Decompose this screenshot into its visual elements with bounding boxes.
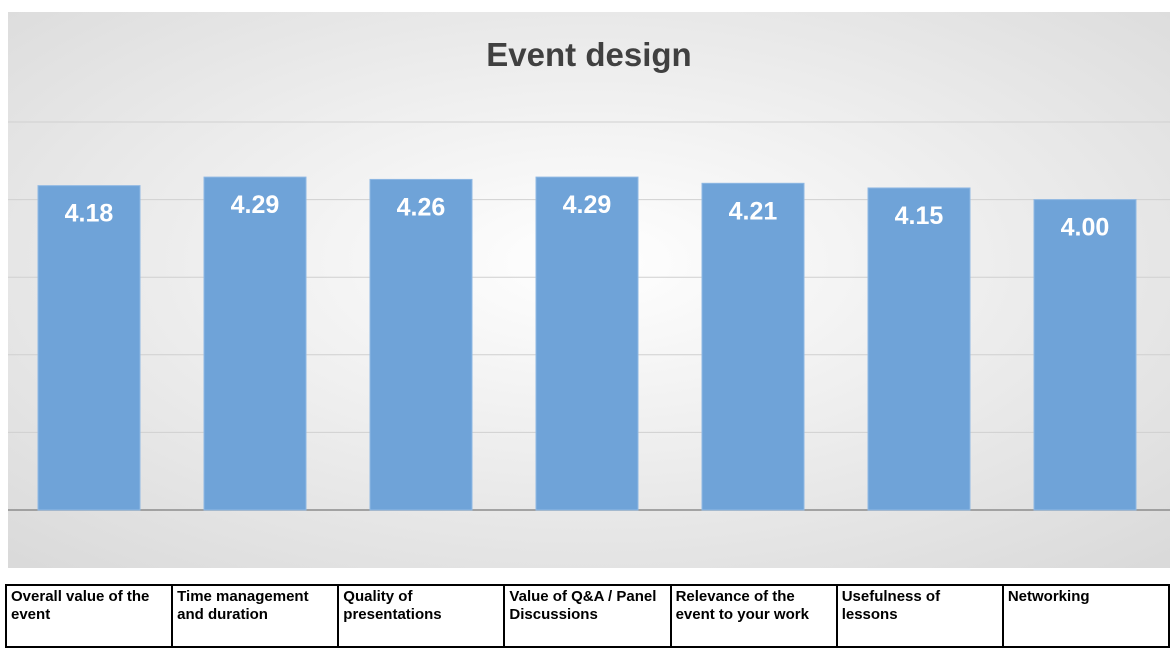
category-label: Networking bbox=[1001, 584, 1170, 648]
category-label: Relevance of the event to your work bbox=[669, 584, 838, 648]
data-label: 4.29 bbox=[231, 191, 280, 219]
bar bbox=[867, 187, 971, 511]
category-label: Quality of presentations bbox=[337, 584, 506, 648]
bar bbox=[535, 176, 639, 511]
data-label: 4.21 bbox=[729, 197, 778, 225]
bar bbox=[1033, 199, 1137, 511]
data-labels: 4.18 4.29 4.26 4.29 4.21 4.15 4.00 bbox=[65, 191, 1110, 242]
data-label: 4.00 bbox=[1061, 214, 1110, 242]
data-label: 4.29 bbox=[563, 191, 612, 219]
bar bbox=[701, 182, 805, 511]
data-label: 4.26 bbox=[397, 193, 446, 221]
bar bbox=[203, 176, 307, 511]
category-label: Value of Q&A / Panel Discussions bbox=[503, 584, 672, 648]
data-label: 4.15 bbox=[895, 202, 944, 230]
chart-title: Event design bbox=[486, 36, 692, 73]
data-label: 4.18 bbox=[65, 200, 114, 228]
bar bbox=[37, 185, 141, 511]
category-table: Overall value of the event Time managemen… bbox=[4, 584, 1170, 648]
bar-chart: 4.18 4.29 4.26 4.29 4.21 4.15 4.00 bbox=[8, 12, 1170, 568]
category-row: Overall value of the event Time managemen… bbox=[4, 584, 1170, 648]
bar bbox=[369, 178, 473, 511]
category-label: Usefulness of lessons bbox=[835, 584, 1004, 648]
category-label: Time management and duration bbox=[171, 584, 340, 648]
bars bbox=[37, 176, 1137, 511]
category-label: Overall value of the event bbox=[4, 584, 174, 648]
chart-area: 4.18 4.29 4.26 4.29 4.21 4.15 4.00 Event desig… bbox=[8, 12, 1170, 568]
